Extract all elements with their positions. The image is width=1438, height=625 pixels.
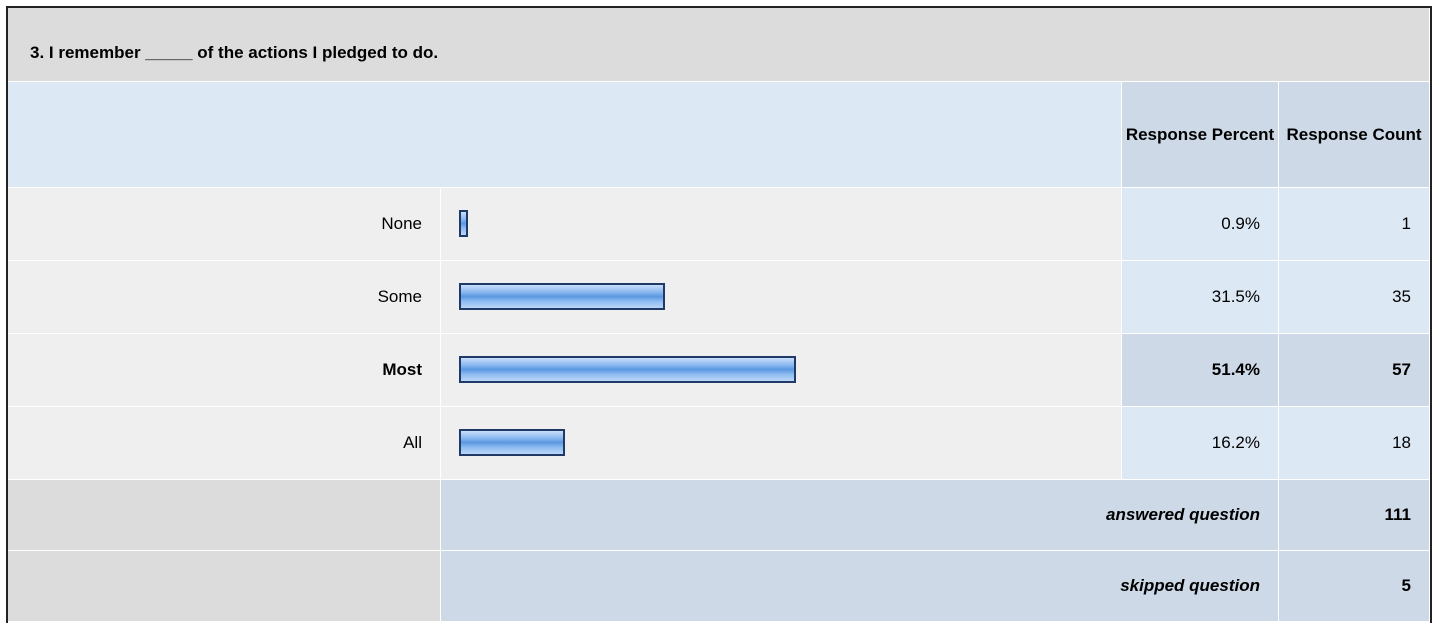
summary-count: 111 (1279, 480, 1430, 551)
answer-label: Some (8, 261, 441, 334)
answer-label: None (8, 188, 441, 261)
bar-cell (441, 188, 1122, 261)
summary-count: 5 (1279, 551, 1430, 622)
summary-label: answered question (441, 480, 1279, 551)
response-percent: 16.2% (1122, 407, 1279, 480)
response-bar (459, 210, 468, 237)
response-count: 57 (1279, 334, 1430, 407)
response-count: 18 (1279, 407, 1430, 480)
column-header: Response Count (1279, 82, 1430, 188)
response-percent: 31.5% (1122, 261, 1279, 334)
column-header: Response Percent (1122, 82, 1279, 188)
results-table: 3. I remember _____ of the actions I ple… (6, 6, 1432, 623)
question-title: 3. I remember _____ of the actions I ple… (8, 8, 1430, 82)
summary-blank (8, 480, 441, 551)
response-percent: 51.4% (1122, 334, 1279, 407)
response-bar (459, 429, 566, 456)
summary-blank (8, 551, 441, 622)
answer-label: Most (8, 334, 441, 407)
header-blank (8, 82, 1122, 188)
response-bar (459, 356, 796, 383)
response-bar (459, 283, 666, 310)
answer-label: All (8, 407, 441, 480)
summary-label: skipped question (441, 551, 1279, 622)
response-percent: 0.9% (1122, 188, 1279, 261)
response-count: 1 (1279, 188, 1430, 261)
response-count: 35 (1279, 261, 1430, 334)
